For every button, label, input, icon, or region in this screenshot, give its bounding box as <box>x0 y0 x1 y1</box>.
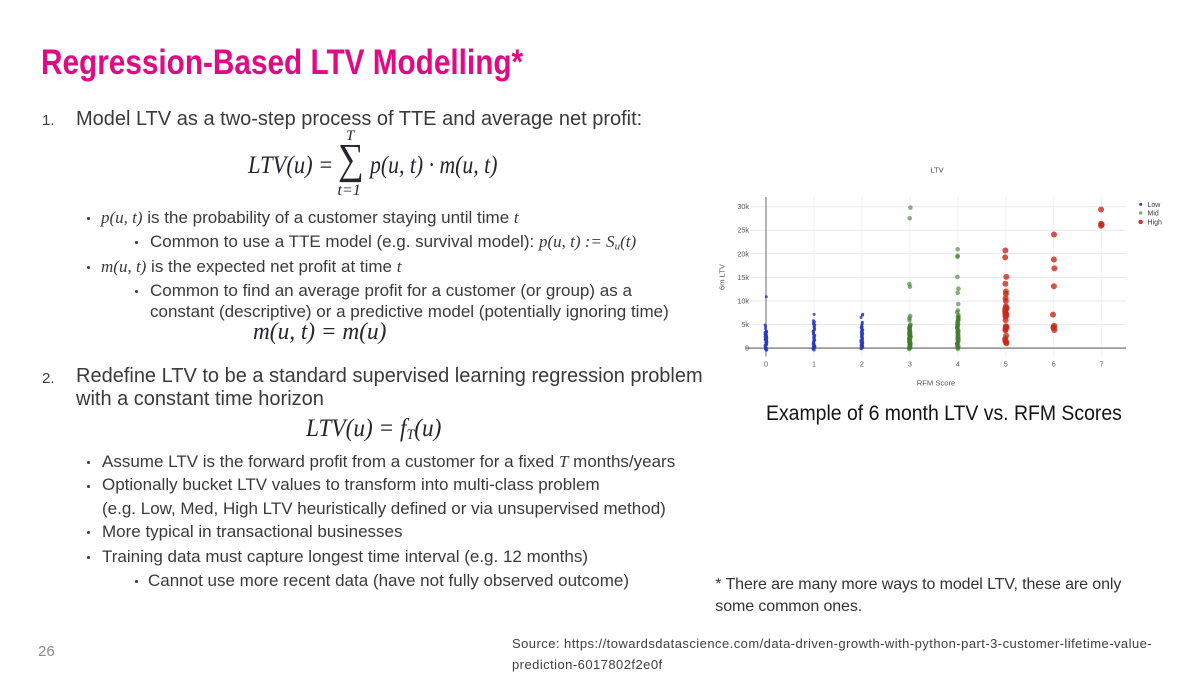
svg-text:6m LTV: 6m LTV <box>718 263 727 290</box>
svg-text:RFM Score: RFM Score <box>917 379 955 388</box>
svg-text:Low: Low <box>1148 202 1162 209</box>
svg-text:7: 7 <box>1100 360 1104 369</box>
svg-text:3: 3 <box>908 360 912 369</box>
svg-text:Mid: Mid <box>1148 210 1159 217</box>
svg-text:30k: 30k <box>737 202 749 211</box>
svg-text:LTV: LTV <box>930 166 944 175</box>
svg-text:5: 5 <box>1004 360 1008 369</box>
svg-text:6: 6 <box>1052 360 1056 369</box>
svg-text:High: High <box>1148 219 1163 226</box>
svg-text:0: 0 <box>764 360 768 369</box>
svg-text:0: 0 <box>745 344 749 353</box>
svg-text:2: 2 <box>860 360 864 369</box>
svg-text:10k: 10k <box>737 297 749 306</box>
svg-text:25k: 25k <box>737 226 749 235</box>
svg-text:5k: 5k <box>741 320 749 329</box>
svg-text:4: 4 <box>956 360 960 369</box>
svg-text:1: 1 <box>812 360 816 369</box>
svg-text:20k: 20k <box>737 249 749 258</box>
svg-text:15k: 15k <box>737 273 749 282</box>
